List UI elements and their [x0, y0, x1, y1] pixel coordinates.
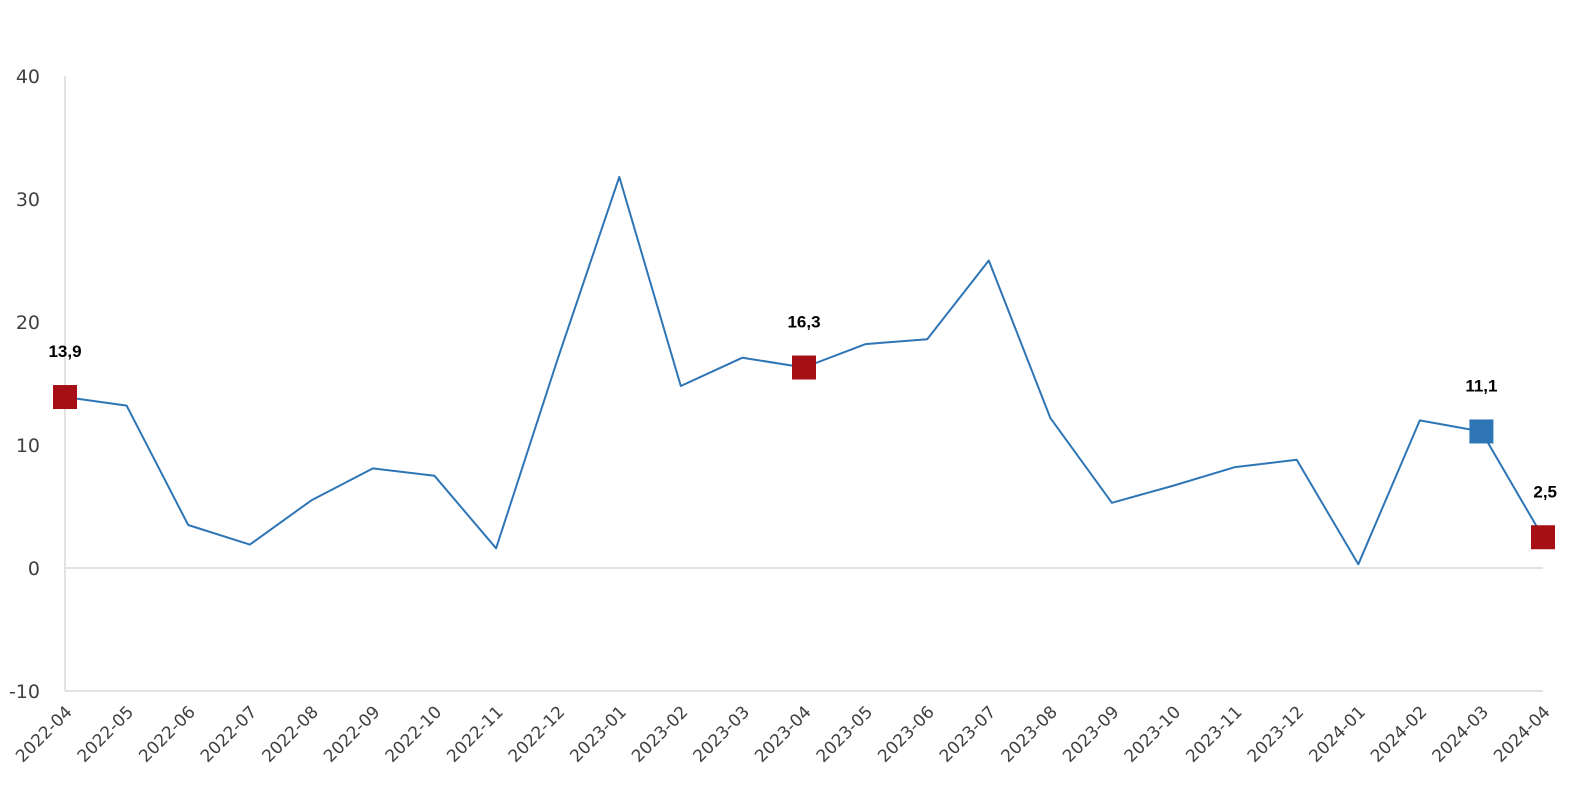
x-tick-label: 2022-10 [382, 702, 446, 766]
x-tick-label: 2023-07 [936, 702, 1000, 766]
data-label: 11,1 [1465, 376, 1497, 395]
x-tick-label: 2023-04 [751, 702, 815, 766]
highlight-markers [53, 355, 1555, 550]
data-label: 13,9 [48, 342, 81, 361]
x-tick-label: 2023-08 [998, 702, 1062, 766]
y-tick-label: 0 [28, 558, 40, 580]
x-axis-ticks: 2022-042022-052022-062022-072022-082022-… [12, 702, 1554, 766]
x-tick-label: 2022-06 [135, 702, 199, 766]
x-tick-label: 2022-04 [12, 702, 76, 766]
data-point-marker [53, 385, 77, 410]
x-tick-label: 2023-06 [874, 702, 938, 766]
x-tick-label: 2023-05 [813, 702, 877, 766]
data-label: 16,3 [787, 313, 820, 332]
x-tick-label: 2022-08 [259, 702, 323, 766]
y-tick-label: 40 [16, 66, 40, 88]
x-tick-label: 2023-10 [1121, 702, 1185, 766]
x-tick-label: 2023-09 [1059, 702, 1123, 766]
y-axis-ticks: -10 0 10 20 30 40 [9, 66, 40, 703]
data-label: 2,5 [1533, 482, 1557, 501]
x-tick-label: 2023-12 [1244, 702, 1308, 766]
y-tick-label: 20 [16, 312, 40, 334]
x-tick-label: 2023-02 [628, 702, 692, 766]
data-point-marker [792, 355, 816, 380]
x-tick-label: 2022-11 [443, 702, 507, 766]
y-tick-label: -10 [9, 681, 40, 703]
x-tick-label: 2023-03 [690, 702, 754, 766]
x-tick-label: 2022-12 [505, 702, 569, 766]
x-tick-label: 2024-03 [1429, 702, 1493, 766]
data-labels: 13,9 16,3 11,1 2,5 [48, 313, 1557, 502]
x-tick-label: 2023-11 [1182, 702, 1246, 766]
y-tick-label: 10 [16, 435, 40, 457]
axes [64, 76, 1543, 692]
x-tick-label: 2022-07 [197, 702, 261, 766]
data-point-marker [1531, 525, 1555, 550]
x-tick-label: 2024-01 [1305, 702, 1369, 766]
x-tick-label: 2024-04 [1490, 702, 1554, 766]
x-tick-label: 2022-09 [320, 702, 384, 766]
y-tick-label: 30 [16, 189, 40, 211]
x-tick-label: 2023-01 [566, 702, 630, 766]
data-point-marker [1469, 419, 1494, 444]
x-tick-label: 2024-02 [1367, 702, 1431, 766]
x-tick-label: 2022-05 [74, 702, 138, 766]
